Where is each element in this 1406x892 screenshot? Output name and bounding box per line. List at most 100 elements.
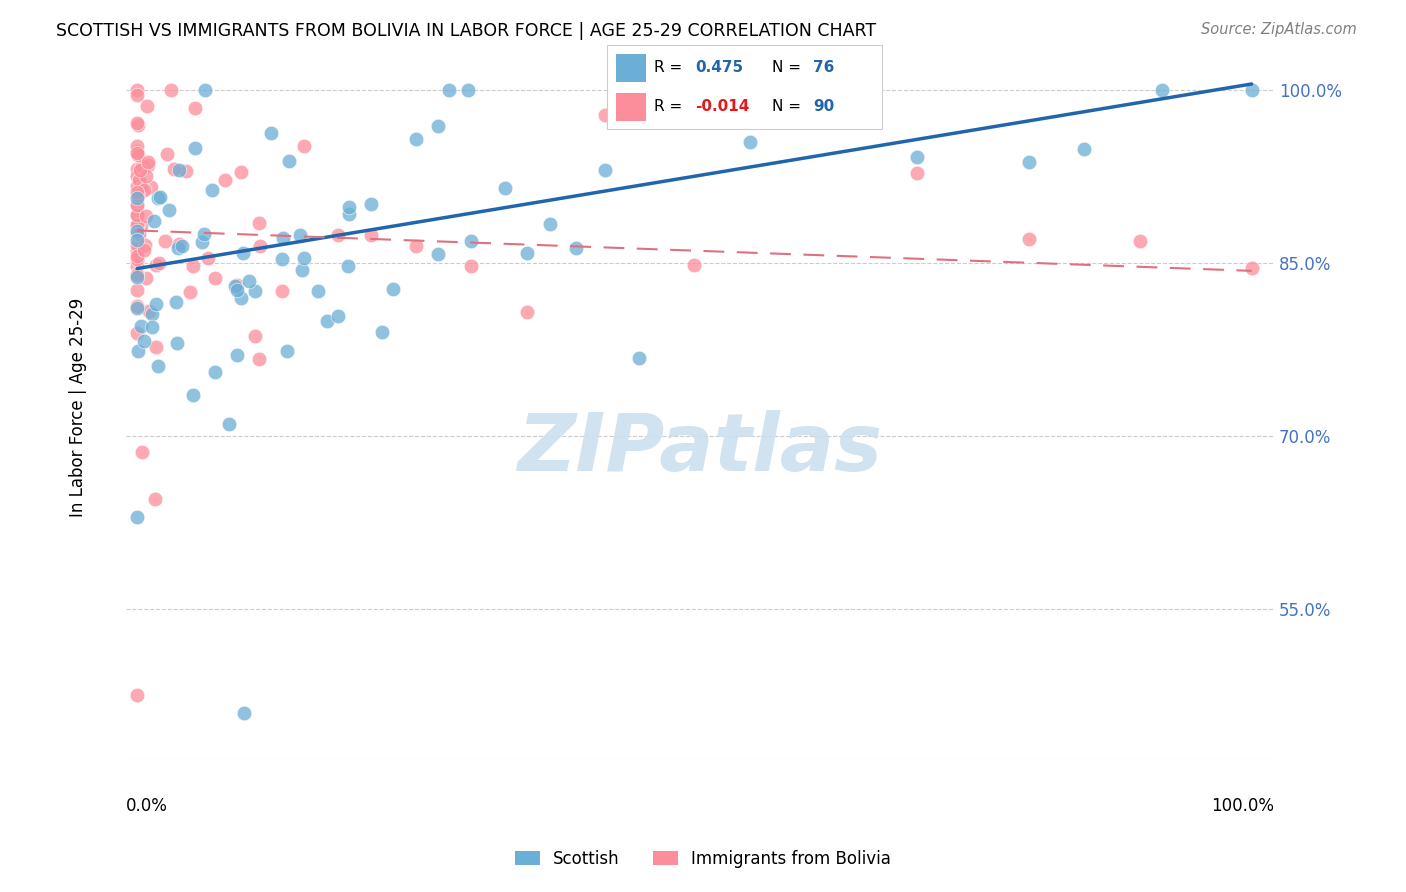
- Point: [538, 217, 561, 231]
- Point: [1240, 83, 1263, 97]
- Point: [127, 198, 149, 212]
- Point: [426, 247, 449, 261]
- Point: [905, 150, 928, 164]
- Point: [166, 295, 188, 310]
- Point: [145, 297, 167, 311]
- Point: [224, 278, 246, 293]
- Point: [326, 309, 349, 323]
- Point: [143, 214, 166, 228]
- Point: [127, 268, 149, 282]
- Point: [1018, 232, 1040, 246]
- Point: [232, 706, 254, 720]
- Point: [326, 228, 349, 243]
- Text: 76: 76: [813, 61, 834, 76]
- Point: [1129, 235, 1152, 249]
- Point: [127, 222, 149, 236]
- Point: [460, 259, 482, 273]
- Point: [238, 275, 260, 289]
- Point: [128, 175, 150, 189]
- Point: [181, 259, 204, 273]
- Point: [127, 219, 149, 233]
- Text: R =: R =: [654, 98, 688, 113]
- Point: [148, 191, 170, 205]
- Point: [337, 200, 360, 214]
- Point: [148, 256, 170, 270]
- Point: [127, 138, 149, 153]
- Point: [127, 191, 149, 205]
- Point: [145, 258, 167, 272]
- Point: [278, 153, 301, 168]
- Point: [127, 268, 149, 282]
- Point: [194, 83, 217, 97]
- Point: [127, 145, 149, 159]
- Point: [156, 147, 179, 161]
- Point: [183, 101, 205, 115]
- Point: [127, 169, 149, 184]
- Point: [159, 83, 181, 97]
- Point: [135, 209, 157, 223]
- Text: 90: 90: [813, 98, 834, 113]
- Point: [226, 348, 249, 362]
- Text: 0.475: 0.475: [695, 61, 744, 76]
- Point: [292, 252, 315, 266]
- Point: [145, 340, 167, 354]
- Point: [134, 237, 156, 252]
- Point: [127, 509, 149, 524]
- Point: [132, 182, 155, 196]
- Point: [169, 237, 191, 252]
- Point: [127, 146, 149, 161]
- Point: [167, 241, 190, 255]
- Point: [226, 278, 249, 293]
- Point: [191, 235, 214, 249]
- Point: [288, 228, 311, 243]
- Point: [132, 334, 155, 348]
- Point: [271, 252, 294, 266]
- Point: [136, 99, 159, 113]
- Point: [204, 271, 226, 285]
- Text: R =: R =: [654, 61, 688, 76]
- Point: [193, 227, 215, 242]
- Point: [167, 163, 190, 178]
- Point: [271, 231, 294, 245]
- Point: [201, 183, 224, 197]
- Legend: Scottish, Immigrants from Bolivia: Scottish, Immigrants from Bolivia: [508, 844, 898, 875]
- Point: [128, 227, 150, 241]
- Point: [135, 271, 157, 285]
- Point: [905, 166, 928, 180]
- Point: [129, 318, 152, 333]
- Point: [127, 116, 149, 130]
- Text: 0.0%: 0.0%: [127, 797, 167, 815]
- Point: [141, 307, 163, 321]
- Text: In Labor Force | Age 25-29: In Labor Force | Age 25-29: [69, 297, 87, 516]
- Point: [127, 252, 149, 266]
- Point: [1073, 142, 1095, 156]
- Point: [127, 248, 149, 262]
- Point: [146, 359, 169, 374]
- Point: [337, 259, 360, 273]
- Point: [127, 227, 149, 241]
- Point: [382, 282, 405, 296]
- Point: [794, 108, 817, 122]
- Point: [127, 223, 149, 237]
- Point: [136, 154, 159, 169]
- Point: [127, 284, 149, 298]
- Point: [204, 365, 226, 379]
- Point: [127, 344, 149, 359]
- Point: [817, 112, 839, 126]
- Point: [127, 326, 149, 341]
- Point: [141, 319, 163, 334]
- Point: [127, 162, 149, 177]
- Point: [226, 283, 249, 297]
- Point: [315, 314, 337, 328]
- Point: [127, 83, 149, 97]
- Text: Source: ZipAtlas.com: Source: ZipAtlas.com: [1201, 22, 1357, 37]
- Point: [127, 197, 149, 211]
- Text: ZIPatlas: ZIPatlas: [517, 410, 883, 488]
- Point: [166, 336, 188, 351]
- Point: [127, 185, 149, 199]
- Point: [181, 388, 204, 402]
- Point: [131, 183, 153, 197]
- Point: [851, 83, 873, 97]
- Point: [170, 239, 193, 253]
- Point: [231, 291, 253, 305]
